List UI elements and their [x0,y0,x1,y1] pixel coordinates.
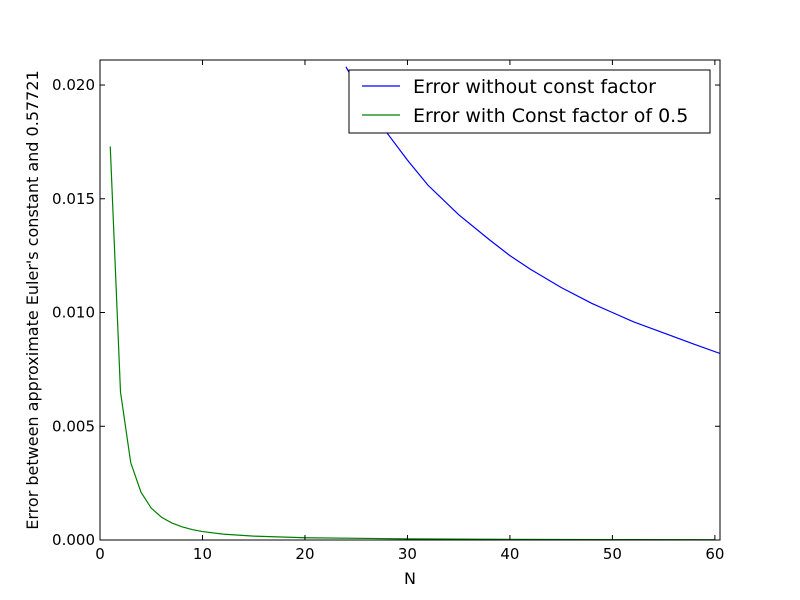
y-axis-label: Error between approximate Euler's consta… [23,70,42,529]
plot-frame [99,59,721,541]
x-axis-label: N [404,569,416,588]
y-tick-label-4: 0.020 [52,76,95,94]
x-tick-label-3: 30 [398,545,417,563]
legend: Error without const factor Error with Co… [348,69,711,134]
y-tick-label-3: 0.015 [52,190,95,208]
y-tick-label-1: 0.005 [52,417,95,435]
y-tick-label-0: 0.000 [52,531,95,549]
x-tick-label-5: 50 [603,545,622,563]
x-tick-label-2: 20 [295,545,314,563]
ticks-layer: 0 10 20 30 40 50 60 0.000 0.005 0.010 0.015 0.020 [52,60,724,563]
series-line-1 [109,146,715,540]
x-tick-label-6: 60 [705,545,724,563]
x-tick-label-4: 40 [500,545,519,563]
x-tick-label-1: 10 [193,545,212,563]
legend-label-series-1: Error with Const factor of 0.5 [413,105,688,127]
x-tick-label-0: 0 [95,545,105,563]
legend-label-series-0: Error without const factor [413,76,656,98]
y-tick-label-2: 0.010 [52,304,95,322]
legend-box [348,69,711,134]
